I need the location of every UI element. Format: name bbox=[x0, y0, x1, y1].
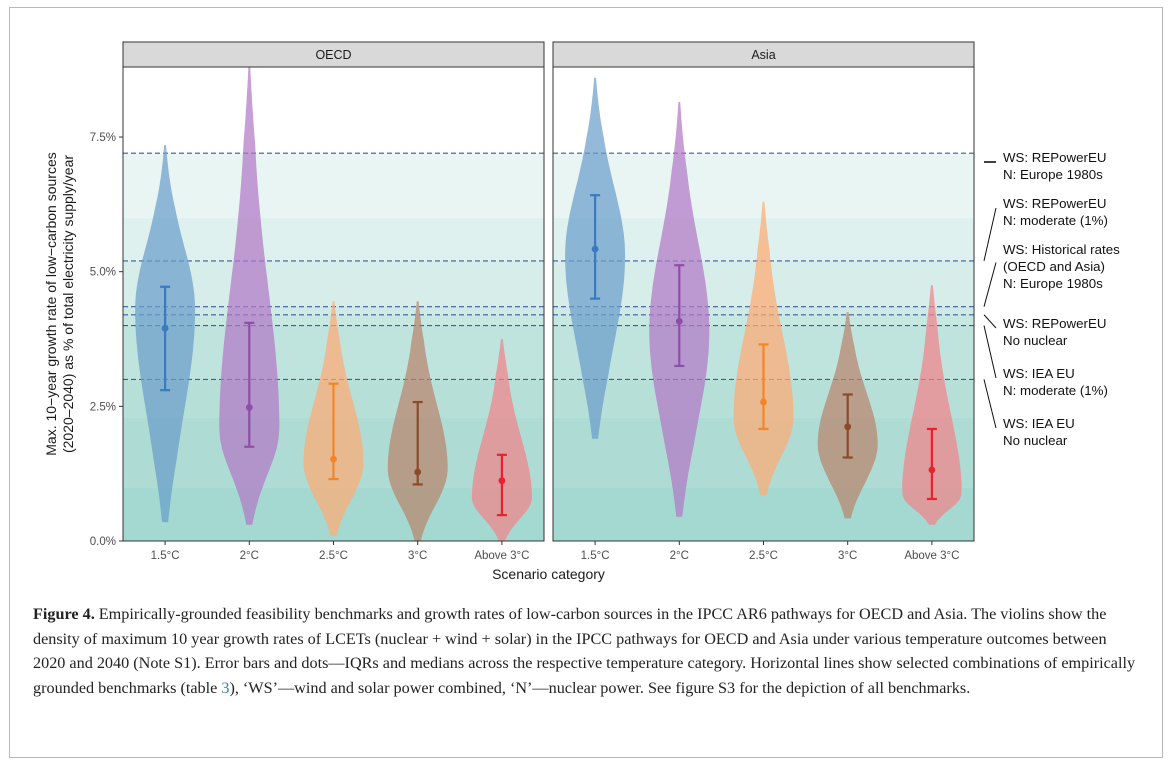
benchmark-label-line: WS: Historical rates bbox=[1003, 242, 1120, 257]
benchmark-label: WS: Historical rates (OECD and Asia) N: Eu… bbox=[983, 242, 1120, 307]
benchmark-label-line: N: Europe 1980s bbox=[1003, 167, 1103, 182]
median-dot bbox=[414, 468, 422, 476]
panel-strip bbox=[552, 41, 975, 68]
x-axis-title: Scenario category bbox=[492, 566, 605, 582]
x-tick-label: Above 3°C bbox=[474, 550, 529, 562]
benchmark-label-line: WS: REPowerEU bbox=[1003, 196, 1106, 211]
x-tick-label: 3°C bbox=[838, 550, 857, 562]
benchmark-connector bbox=[983, 207, 997, 262]
panel-strip bbox=[122, 41, 545, 68]
background-band bbox=[123, 217, 544, 261]
figure-frame bbox=[9, 7, 1163, 758]
benchmark-label-line: WS: REPowerEU bbox=[1003, 316, 1106, 331]
benchmark-label-line: WS: IEA EU bbox=[1003, 366, 1075, 381]
benchmark-label-line: N: moderate (1%) bbox=[1003, 213, 1108, 228]
benchmark-connector bbox=[983, 325, 997, 379]
benchmark-label: WS: REPowerEU N: moderate (1%) bbox=[983, 196, 1108, 262]
caption-text-end: ), ‘WS’—wind and solar power combined, ‘… bbox=[229, 678, 971, 697]
y-axis-title-line2: (2020–2040) as % of total electricity su… bbox=[60, 155, 76, 453]
y-tick-label: 5.0% bbox=[90, 267, 116, 279]
benchmark-label: WS: REPowerEU No nuclear bbox=[983, 314, 1106, 348]
x-tick-label: 1.5°C bbox=[151, 550, 180, 562]
benchmark-connector bbox=[983, 314, 997, 329]
benchmark-label: WS: IEA EU N: moderate (1%) bbox=[983, 325, 1108, 398]
y-tick-label: 2.5% bbox=[90, 401, 116, 413]
median-dot bbox=[161, 324, 169, 332]
benchmark-label-line: No nuclear bbox=[1003, 333, 1068, 348]
median-dot bbox=[675, 317, 683, 325]
violin bbox=[902, 285, 962, 525]
benchmark-label-line: (OECD and Asia) bbox=[1003, 259, 1105, 274]
panel-oecd: OECD 1.5°C 2°C 2.5°C 3°C Above 3°C bbox=[122, 41, 545, 562]
median-dot bbox=[245, 404, 253, 411]
background-band bbox=[553, 67, 974, 154]
benchmark-connector bbox=[983, 262, 997, 307]
benchmark-label: WS: IEA EU No nuclear bbox=[983, 379, 1075, 448]
caption-text: Empirically-grounded feasibility benchma… bbox=[33, 605, 1136, 697]
median-dot bbox=[330, 455, 337, 463]
y-tick-label: 7.5% bbox=[90, 132, 116, 144]
y-tick-label: 0.0% bbox=[90, 536, 116, 548]
benchmark-label-line: N: Europe 1980s bbox=[1003, 276, 1103, 291]
panel-title: OECD bbox=[315, 48, 351, 62]
benchmark-label: WS: REPowerEU N: Europe 1980s bbox=[984, 150, 1106, 182]
violin-chart: OECD 1.5°C 2°C 2.5°C 3°C Above 3°C Asia 1.5°C 2°… bbox=[43, 41, 1120, 582]
panel-asia: Asia 1.5°C 2°C 2.5°C 3°C Above 3°C bbox=[552, 41, 975, 562]
benchmark-label-line: WS: REPowerEU bbox=[1003, 150, 1106, 165]
median-dot bbox=[760, 398, 767, 406]
benchmark-connector bbox=[983, 379, 997, 429]
background-band bbox=[123, 153, 544, 218]
x-tick-label: 2°C bbox=[240, 550, 259, 562]
benchmark-label-line: N: moderate (1%) bbox=[1003, 383, 1108, 398]
violin bbox=[471, 339, 532, 541]
violin bbox=[219, 67, 280, 525]
background-band bbox=[123, 67, 544, 154]
caption-label: Figure 4. bbox=[33, 605, 95, 623]
y-axis-title: Max. 10−year growth rate of low−carbon s… bbox=[43, 152, 59, 456]
benchmark-label-line: WS: IEA EU bbox=[1003, 416, 1075, 431]
x-tick-label: Above 3°C bbox=[904, 550, 959, 562]
x-tick-label: 3°C bbox=[408, 550, 427, 562]
median-dot bbox=[591, 245, 599, 253]
x-tick-label: 2.5°C bbox=[749, 550, 778, 562]
median-dot bbox=[844, 423, 852, 431]
median-dot bbox=[498, 477, 506, 485]
table-ref-link[interactable]: 3 bbox=[221, 678, 230, 697]
median-dot bbox=[928, 466, 936, 474]
x-tick-label: 1.5°C bbox=[581, 550, 610, 562]
panel-title: Asia bbox=[751, 48, 775, 62]
figure-caption: Figure 4. Empirically-grounded feasibili… bbox=[33, 602, 1138, 700]
x-tick-label: 2°C bbox=[670, 550, 689, 562]
x-tick-label: 2.5°C bbox=[319, 550, 348, 562]
benchmark-label-line: No nuclear bbox=[1003, 433, 1068, 448]
